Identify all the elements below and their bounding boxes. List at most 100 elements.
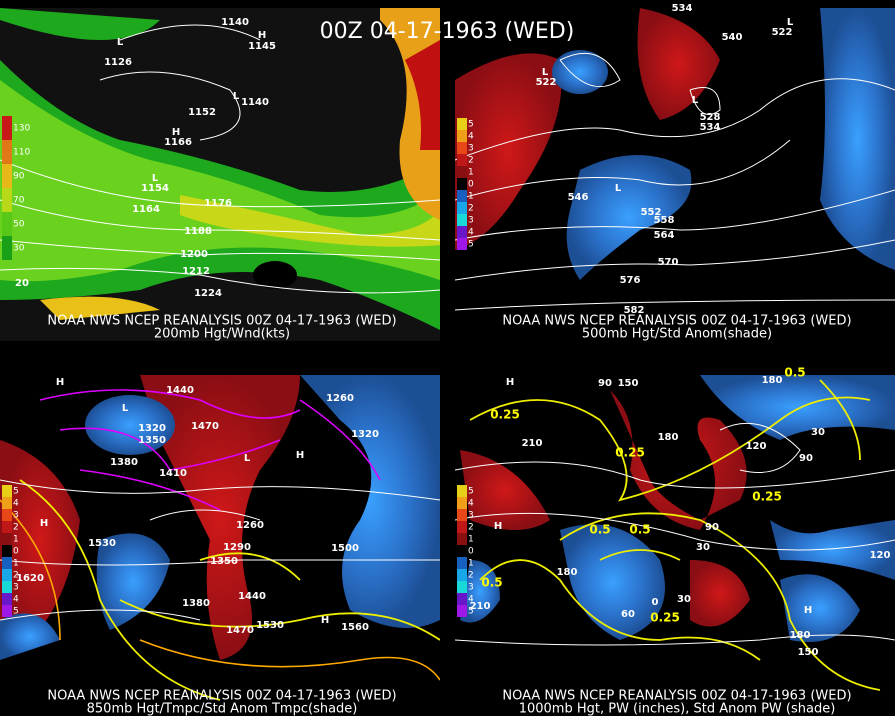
contour-label: H bbox=[40, 518, 48, 529]
contour-label: 1188 bbox=[184, 226, 212, 237]
contour-label: 546 bbox=[568, 192, 589, 203]
panel-source: NOAA NWS NCEP REANALYSIS 00Z 04-17-1963 … bbox=[502, 314, 851, 329]
legend-swatch bbox=[2, 521, 12, 533]
legend-swatch bbox=[2, 557, 12, 569]
contour-label: 1176 bbox=[204, 198, 232, 209]
legend-label: 2 bbox=[468, 523, 474, 533]
pw-label: 0.25 bbox=[615, 446, 645, 460]
legend-label: 1 bbox=[13, 535, 19, 545]
legend-swatch bbox=[457, 521, 467, 533]
legend-swatch bbox=[2, 593, 12, 605]
contour-label: L bbox=[542, 67, 549, 78]
contour-label: L bbox=[787, 17, 794, 28]
contour-label: H bbox=[296, 450, 304, 461]
legend-swatch bbox=[457, 605, 467, 617]
legend-swatch bbox=[457, 581, 467, 593]
contour-label: 576 bbox=[620, 275, 641, 286]
contour-label: H bbox=[506, 377, 514, 388]
panel-caption: 200mb Hgt/Wnd(kts) bbox=[154, 327, 290, 342]
contour-label: L bbox=[692, 95, 699, 106]
contour-label: 1560 bbox=[341, 622, 369, 633]
legend-label: 3 bbox=[13, 583, 19, 593]
contour-label: 90 bbox=[799, 453, 813, 464]
contour-label: 1154 bbox=[141, 183, 169, 194]
pw-label: 0.5 bbox=[629, 523, 650, 537]
contour-label: 180 bbox=[762, 375, 783, 386]
contour-label: 60 bbox=[621, 609, 635, 620]
legend-label: 1 bbox=[468, 192, 474, 202]
contour-label: 210 bbox=[522, 438, 543, 449]
contour-label: 1140 bbox=[241, 97, 269, 108]
contour-label: 1530 bbox=[88, 538, 116, 549]
legend-swatch bbox=[457, 497, 467, 509]
panel-1000mb bbox=[455, 375, 895, 716]
legend-label: 1 bbox=[468, 559, 474, 569]
legend-label: 4 bbox=[468, 228, 474, 238]
contour-label: 150 bbox=[618, 378, 639, 389]
legend-swatch bbox=[2, 236, 12, 260]
contour-label: 1320 bbox=[138, 423, 166, 434]
contour-label: 570 bbox=[658, 257, 679, 268]
contour-label: 1530 bbox=[256, 620, 284, 631]
panel-caption: 850mb Hgt/Tmpc/Std Anom Tmpc(shade) bbox=[87, 702, 358, 716]
legend-swatch bbox=[457, 202, 467, 214]
contour-label: 180 bbox=[790, 630, 811, 641]
legend-label: 4 bbox=[13, 499, 19, 509]
legend-label: 130 bbox=[13, 124, 30, 134]
labels: NOAA NWS NCEP REANALYSIS 00Z 04-17-1963 … bbox=[2, 3, 890, 716]
legend-swatch bbox=[457, 569, 467, 581]
contour-label: 522 bbox=[772, 27, 793, 38]
contour-label: 1380 bbox=[182, 598, 210, 609]
legend-label: 5 bbox=[468, 487, 474, 497]
legend-swatch bbox=[2, 212, 12, 236]
legend-label: 4 bbox=[468, 595, 474, 605]
legend-label: 5 bbox=[13, 487, 19, 497]
legend-swatch bbox=[457, 190, 467, 202]
legend-swatch bbox=[2, 533, 12, 545]
legend-label: 2 bbox=[468, 571, 474, 581]
contour-label: 540 bbox=[722, 32, 743, 43]
contour-label: 1224 bbox=[194, 288, 222, 299]
legend-label: 4 bbox=[468, 499, 474, 509]
contour-label: 1164 bbox=[132, 204, 160, 215]
contour-label: H bbox=[494, 521, 502, 532]
panel-200mb bbox=[0, 8, 440, 341]
contour-label: 534 bbox=[700, 122, 721, 133]
panel-source: NOAA NWS NCEP REANALYSIS 00Z 04-17-1963 … bbox=[502, 689, 851, 704]
contour-label: 90 bbox=[705, 522, 719, 533]
contour-label: 582 bbox=[624, 305, 645, 316]
contour-label: 1290 bbox=[223, 542, 251, 553]
contour-label: 1166 bbox=[164, 137, 192, 148]
legend-swatch bbox=[457, 238, 467, 250]
legend-swatch bbox=[457, 557, 467, 569]
legend-swatch bbox=[457, 226, 467, 238]
contour-label: 1260 bbox=[326, 393, 354, 404]
legend-swatch bbox=[457, 166, 467, 178]
contour-label: 552 bbox=[641, 207, 662, 218]
contour-label: 1500 bbox=[331, 543, 359, 554]
contour-label: 1350 bbox=[138, 435, 166, 446]
contour-label: 1152 bbox=[188, 107, 216, 118]
contour-label: L bbox=[615, 183, 622, 194]
legend-label: 2 bbox=[13, 523, 19, 533]
contour-label: 1380 bbox=[110, 457, 138, 468]
legend-label: 0 bbox=[468, 547, 474, 557]
contour-label: 1620 bbox=[16, 573, 44, 584]
contour-label: 1320 bbox=[351, 429, 379, 440]
contour-label: L bbox=[122, 403, 129, 414]
contour-label: 528 bbox=[700, 112, 721, 123]
contour-label: 1260 bbox=[236, 520, 264, 531]
legend-label: 1 bbox=[468, 535, 474, 545]
contour-label: 30 bbox=[811, 427, 825, 438]
contour-label: 30 bbox=[696, 542, 710, 553]
legend-swatch bbox=[457, 130, 467, 142]
panel-caption: 500mb Hgt/Std Anom(shade) bbox=[582, 327, 772, 342]
legend-swatch bbox=[457, 533, 467, 545]
pw-label: 0.5 bbox=[481, 576, 502, 590]
contour-label: 0 bbox=[652, 597, 659, 608]
legend-swatch bbox=[2, 116, 12, 140]
legend-swatch bbox=[2, 140, 12, 164]
contour-label: 1410 bbox=[159, 468, 187, 479]
legend-label: 5 bbox=[468, 607, 474, 617]
